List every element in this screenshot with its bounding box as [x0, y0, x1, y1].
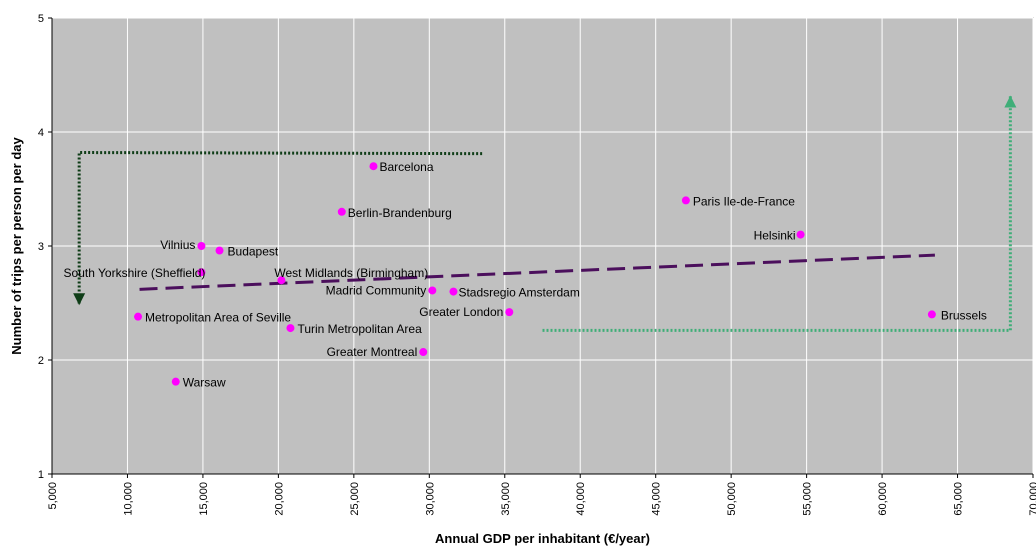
x-axis-ticks: 5,000 10,000 15,000 20,000 25,000 30,000 35,00… [47, 474, 1036, 516]
x-tick-label: 55,000 [802, 482, 814, 516]
point-label: Warsaw [183, 376, 226, 390]
point-label: South Yorkshire (Sheffield) [64, 266, 206, 280]
data-point [449, 287, 458, 296]
x-tick-label: 5,000 [47, 482, 59, 510]
point-label: Vilnius [160, 238, 195, 252]
data-point [927, 310, 936, 319]
arrow-line-left [77, 151, 483, 306]
x-tick-label: 30,000 [424, 482, 436, 516]
data-point [286, 324, 295, 333]
data-point [197, 268, 206, 277]
trendline-layer [139, 253, 935, 291]
x-tick-label: 20,000 [273, 482, 285, 516]
data-point [134, 312, 143, 321]
y-tick-label: 4 [38, 127, 44, 139]
x-tick-label: 35,000 [500, 482, 512, 516]
x-tick-label: 45,000 [651, 482, 663, 516]
data-point [505, 308, 514, 317]
data-points [134, 162, 936, 386]
point-label: Berlin-Brandenburg [348, 206, 452, 220]
x-tick-label: 50,000 [726, 482, 738, 516]
y-tick-label: 1 [38, 469, 44, 481]
x-tick-label: 10,000 [122, 482, 134, 516]
point-label: Greater London [419, 305, 503, 319]
arrowhead-up [1004, 95, 1017, 108]
point-label: Turin Metropolitan Area [297, 322, 422, 336]
x-axis-title: Annual GDP per inhabitant (€/year) [435, 531, 650, 546]
x-tick-label: 65,000 [953, 482, 965, 516]
y-tick-label: 2 [38, 355, 44, 367]
x-tick-label: 15,000 [198, 482, 210, 516]
data-point [197, 242, 206, 250]
data-point [337, 207, 346, 216]
point-label: Stadsregio Amsterdam [458, 286, 579, 300]
point-label: Madrid Community [326, 283, 427, 297]
y-axis-title: Number of trips per person per day [9, 137, 24, 355]
point-labels: Barcelona Berlin-Brandenburg Paris Ile-de-… [64, 160, 987, 389]
point-label: Brussels [941, 308, 987, 322]
data-point [419, 348, 428, 357]
data-point [428, 286, 437, 295]
annotation-arrows [73, 95, 1017, 332]
data-point [171, 377, 180, 386]
point-label: Paris Ile-de-France [693, 194, 795, 208]
x-tick-label: 60,000 [877, 482, 889, 516]
x-tick-label: 40,000 [575, 482, 587, 516]
data-point [215, 246, 224, 255]
data-point [277, 276, 286, 285]
arrowhead-down [73, 293, 86, 306]
point-label: Barcelona [379, 160, 433, 174]
data-point [681, 196, 690, 205]
y-axis-ticks: 1 2 3 4 5 [38, 13, 52, 481]
data-point [796, 230, 805, 239]
x-tick-label: 25,000 [349, 482, 361, 516]
y-tick-label: 5 [38, 13, 44, 25]
arrow-line-right [542, 95, 1012, 332]
y-tick-label: 3 [38, 241, 44, 253]
point-label: West Midlands (Birmingham) [274, 266, 428, 280]
x-tick-label: 70,000 [1028, 482, 1036, 516]
point-label: Metropolitan Area of Seville [145, 311, 291, 325]
point-label: Greater Montreal [327, 345, 418, 359]
data-point [369, 162, 378, 171]
point-label: Budapest [228, 245, 279, 259]
trendline [139, 253, 935, 291]
point-label: Helsinki [754, 229, 796, 243]
